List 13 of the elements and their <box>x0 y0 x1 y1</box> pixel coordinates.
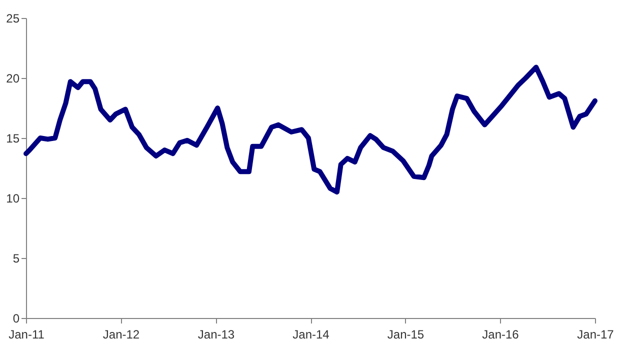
y-tick-label: 10 <box>6 192 20 206</box>
x-tick-label: Jan-12 <box>102 328 140 342</box>
x-tick-label: Jan-14 <box>292 328 330 342</box>
y-tick-label: 5 <box>12 252 20 266</box>
x-tick-label: Jan-11 <box>8 328 45 342</box>
y-tick-label: 25 <box>6 12 20 26</box>
x-tick-label: Jan-13 <box>198 328 235 342</box>
x-tick-label: Jan-17 <box>577 328 614 342</box>
x-tick-label: Jan-16 <box>482 328 520 342</box>
x-tick-label: Jan-15 <box>387 328 424 342</box>
y-tick-label: 0 <box>12 312 20 326</box>
y-tick-label: 15 <box>6 132 20 146</box>
y-tick-label: 20 <box>6 72 20 86</box>
